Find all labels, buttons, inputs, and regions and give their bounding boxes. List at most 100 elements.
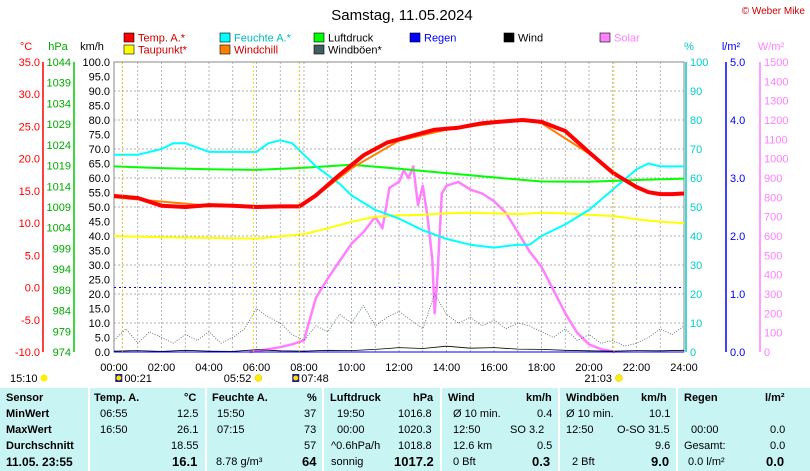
axis-tick-solar: 200 bbox=[764, 308, 782, 320]
axis-tick-solar: 100 bbox=[764, 328, 782, 340]
axis-unit-wind: km/h bbox=[80, 41, 104, 53]
avg-temp-value: 18.55 bbox=[171, 440, 199, 452]
axis-tick-temp: 15.0 bbox=[19, 186, 40, 198]
column-separator bbox=[205, 388, 207, 471]
sun-icon bbox=[615, 374, 623, 382]
axis-tick-solar: 1500 bbox=[764, 57, 788, 69]
min-feuchte-time: 15:50 bbox=[217, 408, 245, 420]
axis-tick-solar: 0 bbox=[764, 347, 770, 359]
axis-tick-solar: 1200 bbox=[764, 115, 788, 127]
legend-label: Temp. A.* bbox=[138, 33, 186, 45]
axis-tick-temp: 20.0 bbox=[19, 154, 40, 166]
min-temp-value: 12.5 bbox=[177, 408, 199, 420]
axis-tick-pressure: 974 bbox=[53, 347, 71, 359]
copyright-text: © Weber Mike bbox=[742, 6, 806, 17]
x-tick-label: 20:00 bbox=[575, 362, 603, 374]
axis-unit-rain: l/m² bbox=[722, 41, 741, 53]
axis-tick-pressure: 984 bbox=[53, 306, 71, 318]
max-feuchte-value: 73 bbox=[304, 424, 317, 436]
header-luftdruck: Luftdruck bbox=[330, 392, 381, 404]
axis-tick-wind: 45.0 bbox=[89, 217, 110, 229]
column-separator bbox=[676, 388, 678, 471]
axis-tick-pressure: 1024 bbox=[47, 140, 71, 152]
max-luftdruck-value: 1020.3 bbox=[398, 424, 432, 436]
axis-tick-rain: 1.0 bbox=[730, 289, 745, 301]
max-regen-value: 0.0 bbox=[770, 424, 786, 436]
weather-chart: Samstag, 11.05.2024 © Weber Mike Temp. A… bbox=[10, 6, 806, 385]
header-temp: Temp. A. bbox=[94, 392, 140, 404]
header-windboen: Windböen bbox=[566, 392, 620, 404]
column-separator bbox=[88, 388, 90, 471]
current-windboen-bft: 2 Bft bbox=[572, 456, 595, 468]
legend-label: Windböen* bbox=[328, 45, 383, 57]
moon-time-label: 00:21 bbox=[124, 373, 152, 385]
axis-tick-wind: 20.0 bbox=[89, 289, 110, 301]
legend-label: Feuchte A.* bbox=[234, 33, 292, 45]
sun-icon bbox=[254, 374, 263, 382]
axis-tick-solar: 500 bbox=[764, 250, 782, 262]
axis-tick-humidity: 70 bbox=[690, 144, 702, 156]
axis-tick-pressure: 999 bbox=[53, 243, 71, 255]
x-tick-label: 08:00 bbox=[290, 362, 318, 374]
current-weather-text: sonnig bbox=[331, 456, 364, 468]
axis-tick-rain: 5.0 bbox=[730, 57, 745, 69]
axis-tick-temp: 35.0 bbox=[19, 57, 40, 69]
legend-label: Taupunkt* bbox=[138, 45, 188, 57]
axis-tick-wind: 30.0 bbox=[89, 260, 110, 272]
axis-unit-solar: W/m² bbox=[758, 41, 785, 53]
axis-tick-humidity: 10 bbox=[690, 318, 702, 330]
header-luftdruck-unit: hPa bbox=[413, 392, 434, 404]
axis-tick-temp: 5.0 bbox=[25, 250, 40, 262]
sun-time-label: 21:03 bbox=[584, 373, 612, 385]
header-windboen-unit: km/h bbox=[641, 392, 667, 404]
min-feuchte-value: 37 bbox=[304, 408, 317, 420]
x-tick-label: 14:00 bbox=[433, 362, 461, 374]
axis-tick-pressure: 1014 bbox=[47, 181, 71, 193]
min-wind-value: 0.4 bbox=[537, 408, 553, 420]
axis-tick-solar: 900 bbox=[764, 173, 782, 185]
axis-tick-solar: 300 bbox=[764, 289, 782, 301]
stats-table: Sensor Temp. A. °C Feuchte A. % Luftdruc… bbox=[0, 388, 810, 471]
current-feuchte-absolute: 8.78 g/m³ bbox=[216, 456, 263, 468]
legend-swatch bbox=[123, 44, 135, 55]
legend-swatch bbox=[599, 32, 611, 43]
header-regen-unit: l/m² bbox=[765, 392, 785, 404]
axis-tick-pressure: 1009 bbox=[47, 202, 71, 214]
x-tick-label: 16:00 bbox=[480, 362, 508, 374]
axis-unit-temp: °C bbox=[20, 41, 32, 53]
axis-tick-wind: 100.0 bbox=[82, 57, 110, 69]
axis-tick-pressure: 1029 bbox=[47, 119, 71, 131]
axis-tick-solar: 1300 bbox=[764, 96, 788, 108]
current-regen-rate: 0.0 l/m² bbox=[688, 456, 725, 468]
avg-feuchte-value: 57 bbox=[304, 440, 317, 452]
min-temp-time: 06:55 bbox=[100, 408, 128, 420]
series-line-taupunkt bbox=[113, 211, 685, 240]
x-tick-label: 00:00 bbox=[100, 362, 128, 374]
moon-icon-disc bbox=[293, 375, 299, 381]
axis-tick-humidity: 80 bbox=[690, 115, 702, 127]
header-temp-unit: °C bbox=[184, 392, 197, 404]
current-wind-bft: 0 Bft bbox=[453, 456, 476, 468]
axis-tick-wind: 35.0 bbox=[89, 246, 110, 258]
axis-tick-wind: 0.0 bbox=[95, 347, 110, 359]
axis-tick-pressure: 1019 bbox=[47, 161, 71, 173]
axis-tick-wind: 95.0 bbox=[89, 72, 110, 84]
axis-tick-wind: 75.0 bbox=[89, 130, 110, 142]
x-tick-label: 22:00 bbox=[623, 362, 651, 374]
header-wind-unit: km/h bbox=[526, 392, 552, 404]
axis-tick-rain: 4.0 bbox=[730, 115, 745, 127]
avg-regen-value: 0.0 bbox=[770, 440, 786, 452]
legend-label: Luftdruck bbox=[328, 33, 374, 45]
row-label-min: MinWert bbox=[6, 408, 50, 420]
axis-tick-humidity: 40 bbox=[690, 231, 702, 243]
axis-tick-humidity: 30 bbox=[690, 260, 702, 272]
axis-tick-wind: 70.0 bbox=[89, 144, 110, 156]
current-regen-value: 0.0 bbox=[766, 454, 785, 469]
axis-tick-pressure: 1044 bbox=[47, 57, 71, 69]
min-luftdruck-value: 1016.8 bbox=[398, 408, 432, 420]
axis-tick-wind: 15.0 bbox=[89, 304, 110, 316]
chart-title: Samstag, 11.05.2024 bbox=[331, 7, 473, 24]
column-separator bbox=[558, 388, 560, 471]
min-wind-label: Ø 10 min. bbox=[453, 408, 501, 420]
axis-tick-wind: 10.0 bbox=[89, 318, 110, 330]
